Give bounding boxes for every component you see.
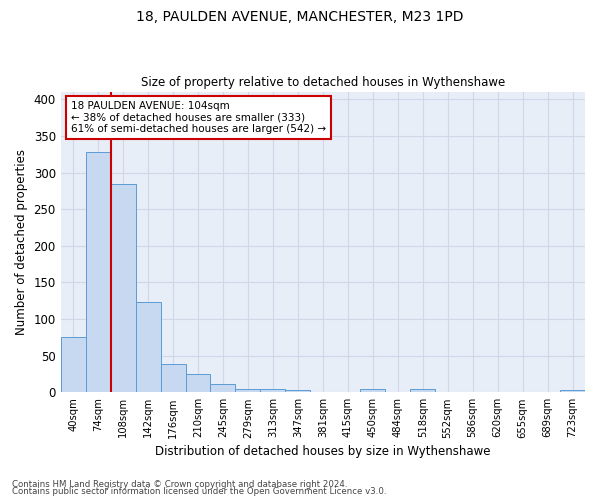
Bar (235, 388, 260, 392)
X-axis label: Distribution of detached houses by size in Wythenshawe: Distribution of detached houses by size … (155, 444, 491, 458)
Bar (286, 390, 310, 392)
Bar (410, 390, 435, 392)
Bar (185, 374, 211, 392)
Bar (560, 390, 585, 392)
Bar (211, 384, 235, 392)
Bar (260, 388, 286, 392)
Text: 18, PAULDEN AVENUE, MANCHESTER, M23 1PD: 18, PAULDEN AVENUE, MANCHESTER, M23 1PD (136, 10, 464, 24)
Title: Size of property relative to detached houses in Wythenshawe: Size of property relative to detached ho… (141, 76, 505, 90)
Y-axis label: Number of detached properties: Number of detached properties (15, 149, 28, 335)
Bar (86, 152, 110, 392)
Bar (110, 184, 136, 392)
Bar (161, 364, 185, 392)
Bar (136, 302, 161, 392)
Text: Contains public sector information licensed under the Open Government Licence v3: Contains public sector information licen… (12, 487, 386, 496)
Bar (61, 338, 86, 392)
Text: Contains HM Land Registry data © Crown copyright and database right 2024.: Contains HM Land Registry data © Crown c… (12, 480, 347, 489)
Bar (360, 388, 385, 392)
Text: 18 PAULDEN AVENUE: 104sqm
← 38% of detached houses are smaller (333)
61% of semi: 18 PAULDEN AVENUE: 104sqm ← 38% of detac… (71, 101, 326, 134)
